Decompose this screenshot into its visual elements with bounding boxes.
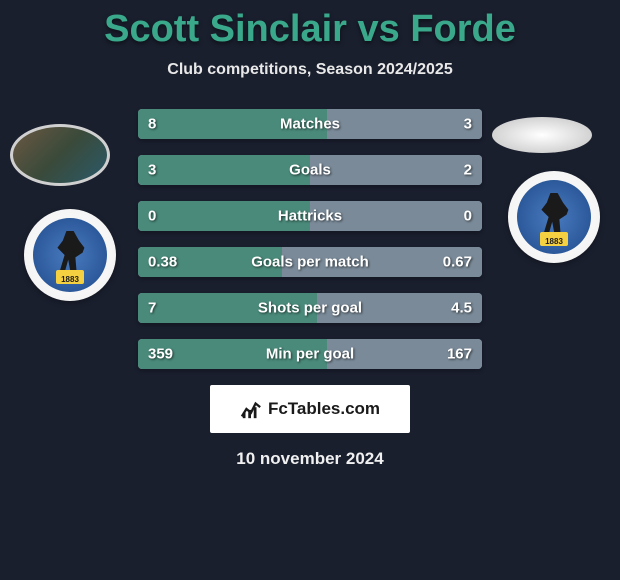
stat-bars: 8 3 Matches 3 2 Goals 0 0 Hattricks 0.38 0.67 Goals… xyxy=(138,109,482,369)
stat-value-left: 8 xyxy=(148,116,156,133)
stat-row: 8 3 Matches xyxy=(138,109,482,139)
stat-right-fill xyxy=(310,155,482,185)
subtitle: Club competitions, Season 2024/2025 xyxy=(0,61,620,79)
stat-right-fill xyxy=(327,109,482,139)
title-player-left: Scott Sinclair xyxy=(104,8,347,50)
club-badge-left: 1883 xyxy=(24,209,116,301)
club-crest-icon: 1883 xyxy=(517,180,591,254)
stat-value-right: 167 xyxy=(447,346,472,363)
stat-left-fill xyxy=(138,155,310,185)
stat-label: Goals xyxy=(289,162,331,179)
title-vs: vs xyxy=(347,8,410,50)
stat-value-left: 0.38 xyxy=(148,254,177,271)
stat-value-right: 4.5 xyxy=(451,300,472,317)
stat-value-right: 3 xyxy=(464,116,472,133)
stat-value-left: 0 xyxy=(148,208,156,225)
club-year-left: 1883 xyxy=(61,275,79,284)
stat-label: Shots per goal xyxy=(258,300,362,317)
stat-row: 0.38 0.67 Goals per match xyxy=(138,247,482,277)
stat-value-right: 2 xyxy=(464,162,472,179)
stat-value-left: 7 xyxy=(148,300,156,317)
club-year-right: 1883 xyxy=(545,237,563,246)
stat-label: Min per goal xyxy=(266,346,354,363)
stat-row: 3 2 Goals xyxy=(138,155,482,185)
stat-label: Matches xyxy=(280,116,340,133)
stat-row: 7 4.5 Shots per goal xyxy=(138,293,482,323)
stat-value-right: 0 xyxy=(464,208,472,225)
brand-box: FcTables.com xyxy=(210,385,410,433)
club-badge-right: 1883 xyxy=(508,171,600,263)
stat-row: 0 0 Hattricks xyxy=(138,201,482,231)
brand-text: FcTables.com xyxy=(268,399,380,419)
stat-value-right: 0.67 xyxy=(443,254,472,271)
stat-value-left: 3 xyxy=(148,162,156,179)
stat-value-left: 359 xyxy=(148,346,173,363)
player-left-avatar xyxy=(10,124,110,186)
date-text: 10 november 2024 xyxy=(0,449,620,469)
comparison-area: 1883 1883 8 3 Matches 3 2 Goals 0 0 Hattricks 0.3… xyxy=(0,109,620,369)
club-crest-icon: 1883 xyxy=(33,218,107,292)
chart-icon xyxy=(240,398,262,420)
stat-label: Hattricks xyxy=(278,208,342,225)
stat-label: Goals per match xyxy=(251,254,369,271)
page-title: Scott Sinclair vs Forde xyxy=(0,0,620,51)
player-right-avatar xyxy=(492,117,592,153)
stat-row: 359 167 Min per goal xyxy=(138,339,482,369)
title-player-right: Forde xyxy=(410,8,516,50)
